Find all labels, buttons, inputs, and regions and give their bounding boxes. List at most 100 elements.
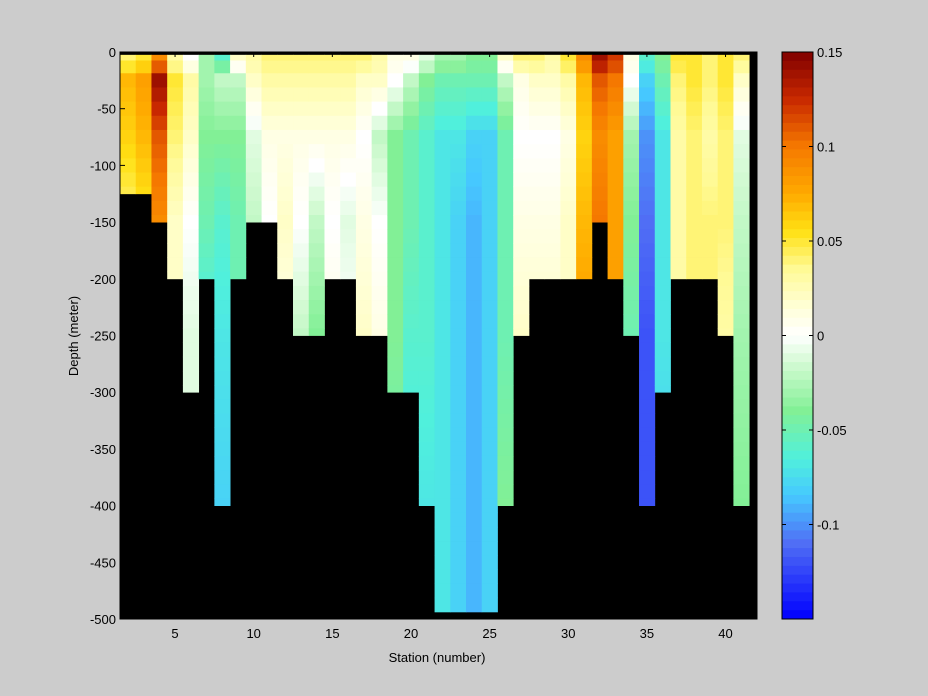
heatmap-cell (528, 60, 546, 74)
heatmap-cell (308, 144, 325, 159)
heatmap-cell (733, 285, 750, 301)
heatmap-cell (371, 73, 388, 88)
heatmap-cell (639, 498, 656, 506)
heatmap-cell (466, 215, 483, 230)
heatmap-cell (481, 101, 498, 117)
heatmap-cell (434, 526, 451, 542)
heatmap-cell (623, 186, 640, 202)
heatmap-cell (214, 470, 231, 485)
heatmap-cell (623, 158, 640, 173)
heatmap-cell (277, 243, 294, 258)
heatmap-cell (120, 101, 137, 117)
colorbar-tick-label: 0.05 (817, 234, 842, 249)
heatmap-cell (481, 583, 498, 599)
heatmap-cell (371, 271, 388, 287)
heatmap-cell (355, 144, 373, 159)
heatmap-cell (151, 215, 168, 223)
heatmap-cell (639, 144, 656, 159)
colorbar-segment (782, 344, 813, 354)
heatmap-cell (623, 300, 640, 315)
heatmap-cell (340, 129, 357, 145)
heatmap-cell (293, 243, 310, 258)
heatmap-cell (481, 526, 498, 542)
heatmap-cell (120, 60, 137, 74)
heatmap-cell (167, 172, 184, 188)
heatmap-cell (450, 87, 467, 103)
heatmap-cell (497, 498, 514, 506)
heatmap-cell (214, 498, 231, 506)
heatmap-cell (418, 314, 435, 329)
colorbar-segment (782, 556, 813, 567)
heatmap-cell (701, 186, 719, 202)
colorbar-segment (782, 565, 813, 576)
heatmap-cell (528, 229, 546, 244)
colorbar-segment (782, 468, 813, 478)
heatmap-cell (623, 73, 640, 88)
heatmap-cell (733, 300, 750, 315)
heatmap-cell (481, 427, 498, 443)
heatmap-cell (167, 243, 184, 258)
heatmap-cell (607, 144, 624, 159)
heatmap-cell (293, 328, 310, 336)
heatmap-cell (607, 186, 624, 202)
heatmap-cell (717, 54, 734, 61)
heatmap-cell (245, 200, 262, 216)
heatmap-cell (308, 215, 325, 230)
heatmap-cell (418, 356, 435, 372)
heatmap-cell (214, 314, 231, 329)
heatmap-cell (355, 271, 373, 287)
heatmap-cell (639, 172, 656, 188)
heatmap-cell (434, 300, 451, 315)
heatmap-cell (355, 186, 373, 202)
heatmap-cell (513, 200, 530, 216)
colorbar (781, 51, 814, 620)
heatmap-cell (434, 569, 451, 584)
heatmap-cell (733, 60, 750, 74)
heatmap-cell (245, 73, 262, 88)
heatmap-cell (261, 54, 278, 61)
heatmap-cell (717, 129, 734, 145)
heatmap-cell (387, 186, 404, 202)
heatmap-cell (293, 200, 310, 216)
heatmap-cell (528, 243, 546, 258)
heatmap-cell (560, 87, 577, 103)
heatmap-cell (387, 172, 404, 188)
heatmap-cell (513, 215, 530, 230)
heatmap-cell (576, 172, 593, 188)
heatmap-cell (513, 158, 530, 173)
heatmap-cell (639, 200, 656, 216)
heatmap-cell (544, 186, 561, 202)
heatmap-cell (151, 60, 168, 74)
heatmap-cell (340, 115, 357, 131)
heatmap-cell (418, 101, 435, 117)
heatmap-cell (355, 229, 373, 244)
heatmap-cell (654, 285, 671, 301)
heatmap-cell (418, 200, 435, 216)
heatmap-cell (466, 413, 483, 429)
heatmap-cell (387, 229, 404, 244)
heatmap-cell (293, 87, 310, 103)
heatmap-cell (277, 158, 294, 173)
heatmap-cell (120, 115, 137, 131)
heatmap-cell (654, 73, 671, 88)
heatmap-cell (182, 215, 200, 230)
colorbar-segment (782, 353, 813, 363)
heatmap-cell (513, 101, 530, 117)
heatmap-cell (513, 144, 530, 159)
heatmap-cell (230, 215, 247, 230)
colorbar-tick-label: -0.1 (817, 518, 839, 533)
heatmap-cell (528, 200, 546, 216)
heatmap-cell (308, 172, 325, 188)
colorbar-segment (782, 238, 813, 248)
heatmap-cell (418, 455, 435, 471)
heatmap-cell (591, 115, 608, 131)
heatmap-cell (686, 243, 703, 258)
heatmap-cell (639, 257, 656, 273)
heatmap-cell (355, 87, 373, 103)
heatmap-cell (450, 342, 467, 358)
heatmap-cell (198, 271, 215, 280)
heatmap-cell (686, 144, 703, 159)
heatmap-cell (481, 356, 498, 372)
heatmap-cell (481, 597, 498, 613)
heatmap-cell (418, 73, 435, 88)
